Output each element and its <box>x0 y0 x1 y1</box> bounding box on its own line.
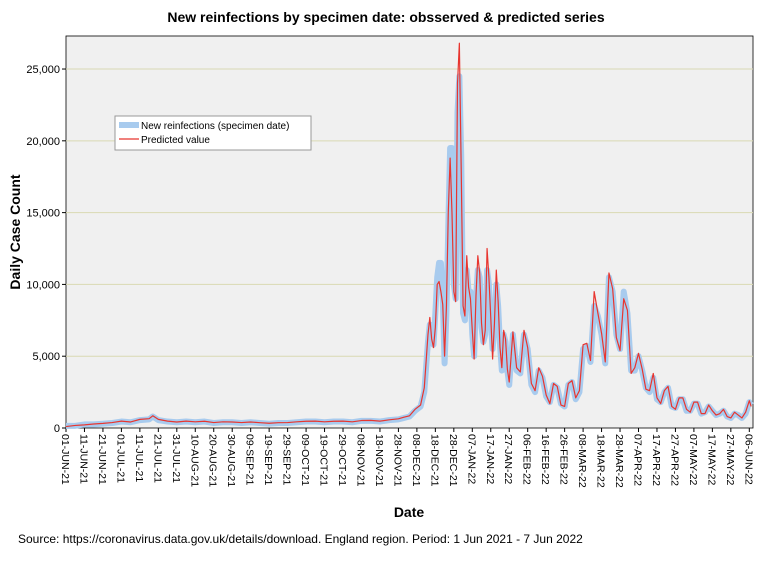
chart-title: New reinfections by specimen date: obsse… <box>167 9 604 25</box>
x-tick-label: 21-JUN-21 <box>96 434 108 485</box>
x-tick-label: 20-AUG-21 <box>207 434 219 487</box>
x-tick-label: 19-OCT-21 <box>318 434 330 486</box>
x-tick-label: 11-JUL-21 <box>133 434 145 482</box>
x-tick-label: 08-NOV-21 <box>354 434 366 487</box>
x-tick-label: 10-AUG-21 <box>188 434 200 487</box>
x-tick-label: 19-SEP-21 <box>262 434 274 486</box>
y-tick-label: 5,000 <box>32 351 60 363</box>
x-tick-label: 31-JUL-21 <box>170 434 182 483</box>
plot-area <box>65 35 754 429</box>
y-tick-label: 25,000 <box>26 64 60 76</box>
x-tick-label: 16-FEB-22 <box>539 434 551 485</box>
x-tick-label: 27-MAY-22 <box>724 434 736 486</box>
x-tick-label: 27-APR-22 <box>668 434 680 486</box>
x-tick-label: 17-JAN-22 <box>484 434 496 484</box>
x-tick-label: 18-MAR-22 <box>595 434 607 488</box>
x-tick-label: 29-OCT-21 <box>336 434 348 486</box>
x-tick-label: 06-FEB-22 <box>521 434 533 485</box>
x-axis-label: Date <box>394 504 425 520</box>
x-tick-label: 18-NOV-21 <box>373 434 385 487</box>
x-tick-label: 01-JUN-21 <box>59 434 71 485</box>
y-tick-label: 10,000 <box>26 279 60 291</box>
x-tick-label: 21-JUL-21 <box>151 434 163 483</box>
x-tick-label: 06-JUN-22 <box>742 434 754 485</box>
x-tick-label: 08-MAR-22 <box>576 434 588 488</box>
x-tick-label: 17-APR-22 <box>650 434 662 486</box>
x-tick-label: 09-OCT-21 <box>299 434 311 486</box>
legend-label: Predicted value <box>141 135 210 146</box>
x-tick-label: 07-MAY-22 <box>687 434 699 486</box>
x-tick-label: 27-JAN-22 <box>502 434 514 484</box>
x-tick-label: 07-APR-22 <box>632 434 644 486</box>
x-tick-label: 28-DEC-21 <box>447 434 459 487</box>
y-axis-label: Daily Case Count <box>7 174 23 289</box>
series-line <box>65 42 752 428</box>
x-tick-label: 11-JUN-21 <box>77 434 89 484</box>
x-tick-label: 18-DEC-21 <box>428 434 440 487</box>
y-tick-label: 20,000 <box>26 136 60 148</box>
x-tick-label: 01-JUL-21 <box>114 434 126 483</box>
x-tick-label: 07-JAN-22 <box>465 434 477 484</box>
x-tick-label: 17-MAY-22 <box>705 434 717 486</box>
source-note: Source: https://coronavirus.data.gov.uk/… <box>18 532 583 546</box>
x-tick-label: 26-FEB-22 <box>558 434 570 485</box>
y-tick-label: 0 <box>54 423 60 435</box>
x-tick-label: 28-NOV-21 <box>391 434 403 487</box>
x-tick-label: 09-SEP-21 <box>244 434 256 486</box>
legend-box <box>114 115 312 151</box>
legend-label: New reinfections (specimen date) <box>141 121 289 132</box>
x-tick-label: 29-SEP-21 <box>281 434 293 486</box>
x-tick-label: 08-DEC-21 <box>410 434 422 487</box>
x-tick-label: 28-MAR-22 <box>613 434 625 488</box>
y-tick-label: 15,000 <box>26 208 60 220</box>
x-tick-label: 30-AUG-21 <box>225 434 237 487</box>
